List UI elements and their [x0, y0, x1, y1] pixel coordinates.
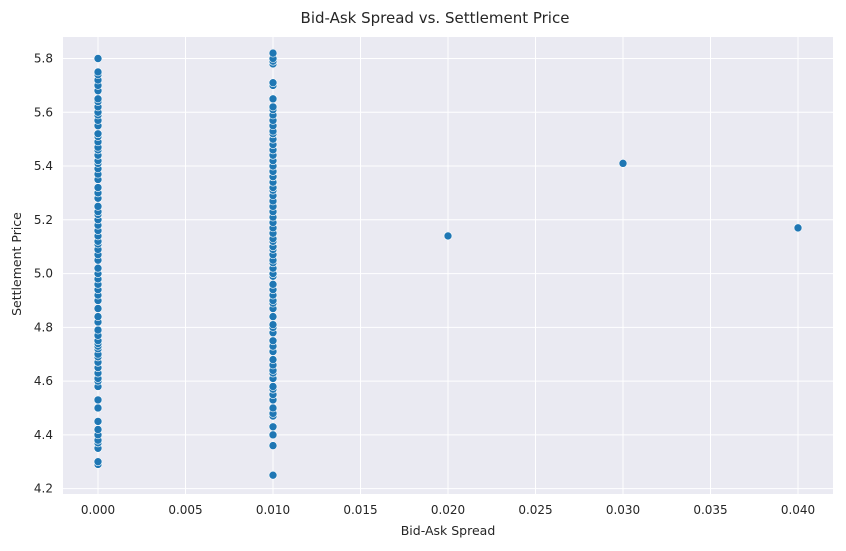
x-tick-label: 0.015 [343, 503, 377, 517]
y-axis-ticks: 4.2 4.4 4.6 4.8 5.0 5.2 5.4 5.6 5.8 [34, 52, 53, 496]
chart-title: Bid-Ask Spread vs. Settlement Price [301, 9, 570, 27]
data-point [268, 94, 278, 104]
data-point [618, 159, 628, 168]
y-axis-label: Settlement Price [9, 212, 24, 316]
data-point [268, 336, 278, 346]
x-tick-label: 0.005 [168, 503, 202, 517]
data-point [268, 470, 278, 480]
y-tick-label: 4.2 [34, 482, 53, 496]
data-point [268, 382, 278, 391]
data-point [93, 94, 103, 104]
data-point [93, 425, 103, 434]
data-point [93, 312, 103, 321]
data-point [93, 54, 103, 63]
data-point [268, 320, 278, 329]
data-point [93, 304, 103, 313]
y-tick-label: 5.8 [34, 52, 53, 66]
data-point [443, 231, 453, 241]
x-axis-ticks: 0.000 0.005 0.010 0.015 0.020 0.025 0.030 0.035… [81, 503, 815, 517]
data-point [268, 355, 278, 364]
data-point [93, 457, 103, 467]
x-tick-label: 0.035 [693, 503, 727, 517]
data-point [93, 183, 103, 192]
y-tick-label: 5.6 [34, 105, 53, 119]
data-point [268, 78, 278, 87]
data-point [268, 441, 278, 450]
data-point [93, 325, 103, 335]
data-point [268, 312, 278, 321]
y-tick-label: 4.8 [34, 320, 53, 334]
data-point [93, 403, 103, 413]
data-point [93, 202, 103, 211]
points [93, 48, 803, 480]
data-point [93, 395, 103, 405]
x-tick-label: 0.040 [781, 503, 815, 517]
y-tick-label: 4.6 [34, 374, 53, 388]
x-tick-label: 0.000 [81, 503, 115, 517]
data-point [268, 403, 278, 413]
data-point [93, 129, 103, 139]
x-tick-label: 0.025 [518, 503, 552, 517]
data-point [93, 263, 103, 273]
data-point [93, 67, 103, 77]
data-point [268, 430, 278, 440]
data-point [93, 417, 103, 426]
y-tick-label: 5.4 [34, 159, 53, 173]
x-tick-label: 0.020 [431, 503, 465, 517]
x-tick-label: 0.030 [606, 503, 640, 517]
data-point [268, 422, 278, 432]
y-tick-label: 5.0 [34, 267, 53, 281]
data-point [268, 102, 278, 112]
x-axis-label: Bid-Ask Spread [401, 523, 496, 538]
data-point [793, 223, 803, 233]
y-tick-label: 4.4 [34, 428, 53, 442]
data-point [268, 280, 278, 289]
x-tick-label: 0.010 [256, 503, 290, 517]
y-tick-label: 5.2 [34, 213, 53, 227]
data-point [268, 48, 278, 58]
